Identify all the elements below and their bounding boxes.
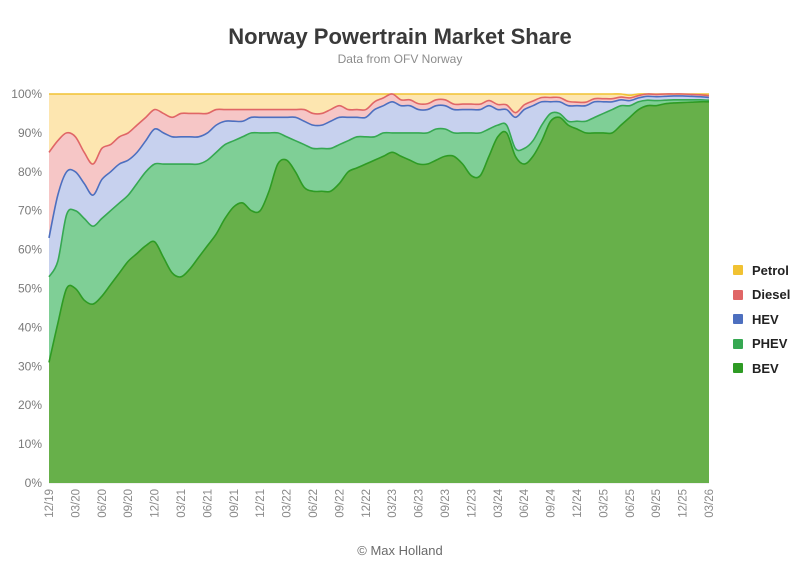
y-tick-label: 20%	[18, 398, 42, 412]
x-tick-label: 12/24	[572, 488, 584, 517]
legend-label: BEV	[752, 360, 779, 376]
x-tick-label: 03/23	[387, 489, 399, 518]
x-tick-label: 12/20	[150, 489, 162, 518]
y-tick-label: 100%	[11, 87, 42, 101]
area-bev	[49, 101, 709, 484]
area-series	[48, 93, 710, 484]
x-tick-label: 03/20	[70, 489, 82, 518]
line-phev	[48, 99, 710, 278]
legend-item-hev[interactable]: HEV	[733, 307, 790, 332]
chart-title: Norway Powertrain Market Share	[228, 24, 572, 49]
credit-text: © Max Holland	[357, 543, 443, 558]
y-tick-label: 60%	[18, 243, 42, 257]
legend-swatch	[733, 314, 743, 325]
x-tick-label: 03/26	[704, 489, 716, 518]
x-tick-label: 03/21	[176, 489, 188, 518]
legend-swatch	[733, 289, 743, 300]
legend-swatch	[733, 363, 743, 374]
x-axis-labels: 12/19 03/20 06/20 09/20 12/20 03/21 06/21 09/21…	[44, 488, 716, 517]
legend-swatch	[733, 338, 743, 349]
chart-subtitle: Data from OFV Norway	[337, 52, 463, 66]
x-tick-label: 03/22	[282, 489, 294, 518]
legend-label: Petrol	[752, 262, 789, 278]
x-tick-label: 09/20	[123, 489, 135, 518]
legend-item-bev[interactable]: BEV	[733, 356, 790, 381]
legend-label: PHEV	[752, 336, 788, 352]
x-tick-label: 12/25	[678, 489, 690, 518]
y-tick-label: 80%	[18, 165, 42, 179]
legend-swatch	[733, 265, 743, 276]
line-hev	[48, 95, 710, 239]
y-tick-label: 40%	[18, 320, 42, 334]
x-tick-label: 03/25	[598, 489, 610, 518]
x-tick-label: 06/25	[625, 489, 637, 518]
y-tick-label: 70%	[18, 204, 42, 218]
line-bev	[48, 100, 710, 363]
x-tick-label: 06/20	[97, 489, 109, 518]
y-tick-label: 90%	[18, 126, 42, 140]
x-tick-label: 06/23	[414, 489, 426, 518]
x-tick-label: 09/23	[440, 489, 452, 518]
x-tick-label: 12/22	[361, 489, 373, 518]
legend-item-petrol[interactable]: Petrol	[733, 258, 790, 283]
legend-label: HEV	[752, 311, 779, 327]
legend: Petrol Diesel HEV PHEV BEV	[733, 258, 790, 381]
x-tick-label: 12/23	[466, 489, 478, 518]
y-axis-labels: 0% 10% 20% 30% 40% 50% 60% 70% 80% 90% 100%	[11, 87, 42, 490]
x-tick-label: 06/21	[202, 489, 214, 518]
x-tick-label: 06/22	[308, 489, 320, 518]
line-diesel	[48, 93, 710, 165]
x-tick-label: 09/25	[651, 489, 663, 518]
y-tick-label: 50%	[18, 282, 42, 296]
x-tick-label: 12/21	[255, 489, 267, 518]
y-tick-label: 10%	[18, 437, 42, 451]
x-tick-label: 09/22	[334, 489, 346, 518]
y-tick-label: 0%	[25, 476, 43, 490]
y-tick-label: 30%	[18, 359, 42, 373]
legend-item-phev[interactable]: PHEV	[733, 332, 790, 357]
legend-label: Diesel	[752, 287, 791, 303]
line-petrol	[49, 93, 709, 96]
x-tick-label: 09/21	[229, 489, 241, 518]
x-tick-label: 03/24	[493, 488, 505, 517]
x-tick-label: 06/24	[519, 488, 531, 517]
legend-item-diesel[interactable]: Diesel	[733, 283, 790, 308]
x-tick-label: 12/19	[44, 489, 56, 518]
x-tick-label: 09/24	[546, 488, 558, 517]
